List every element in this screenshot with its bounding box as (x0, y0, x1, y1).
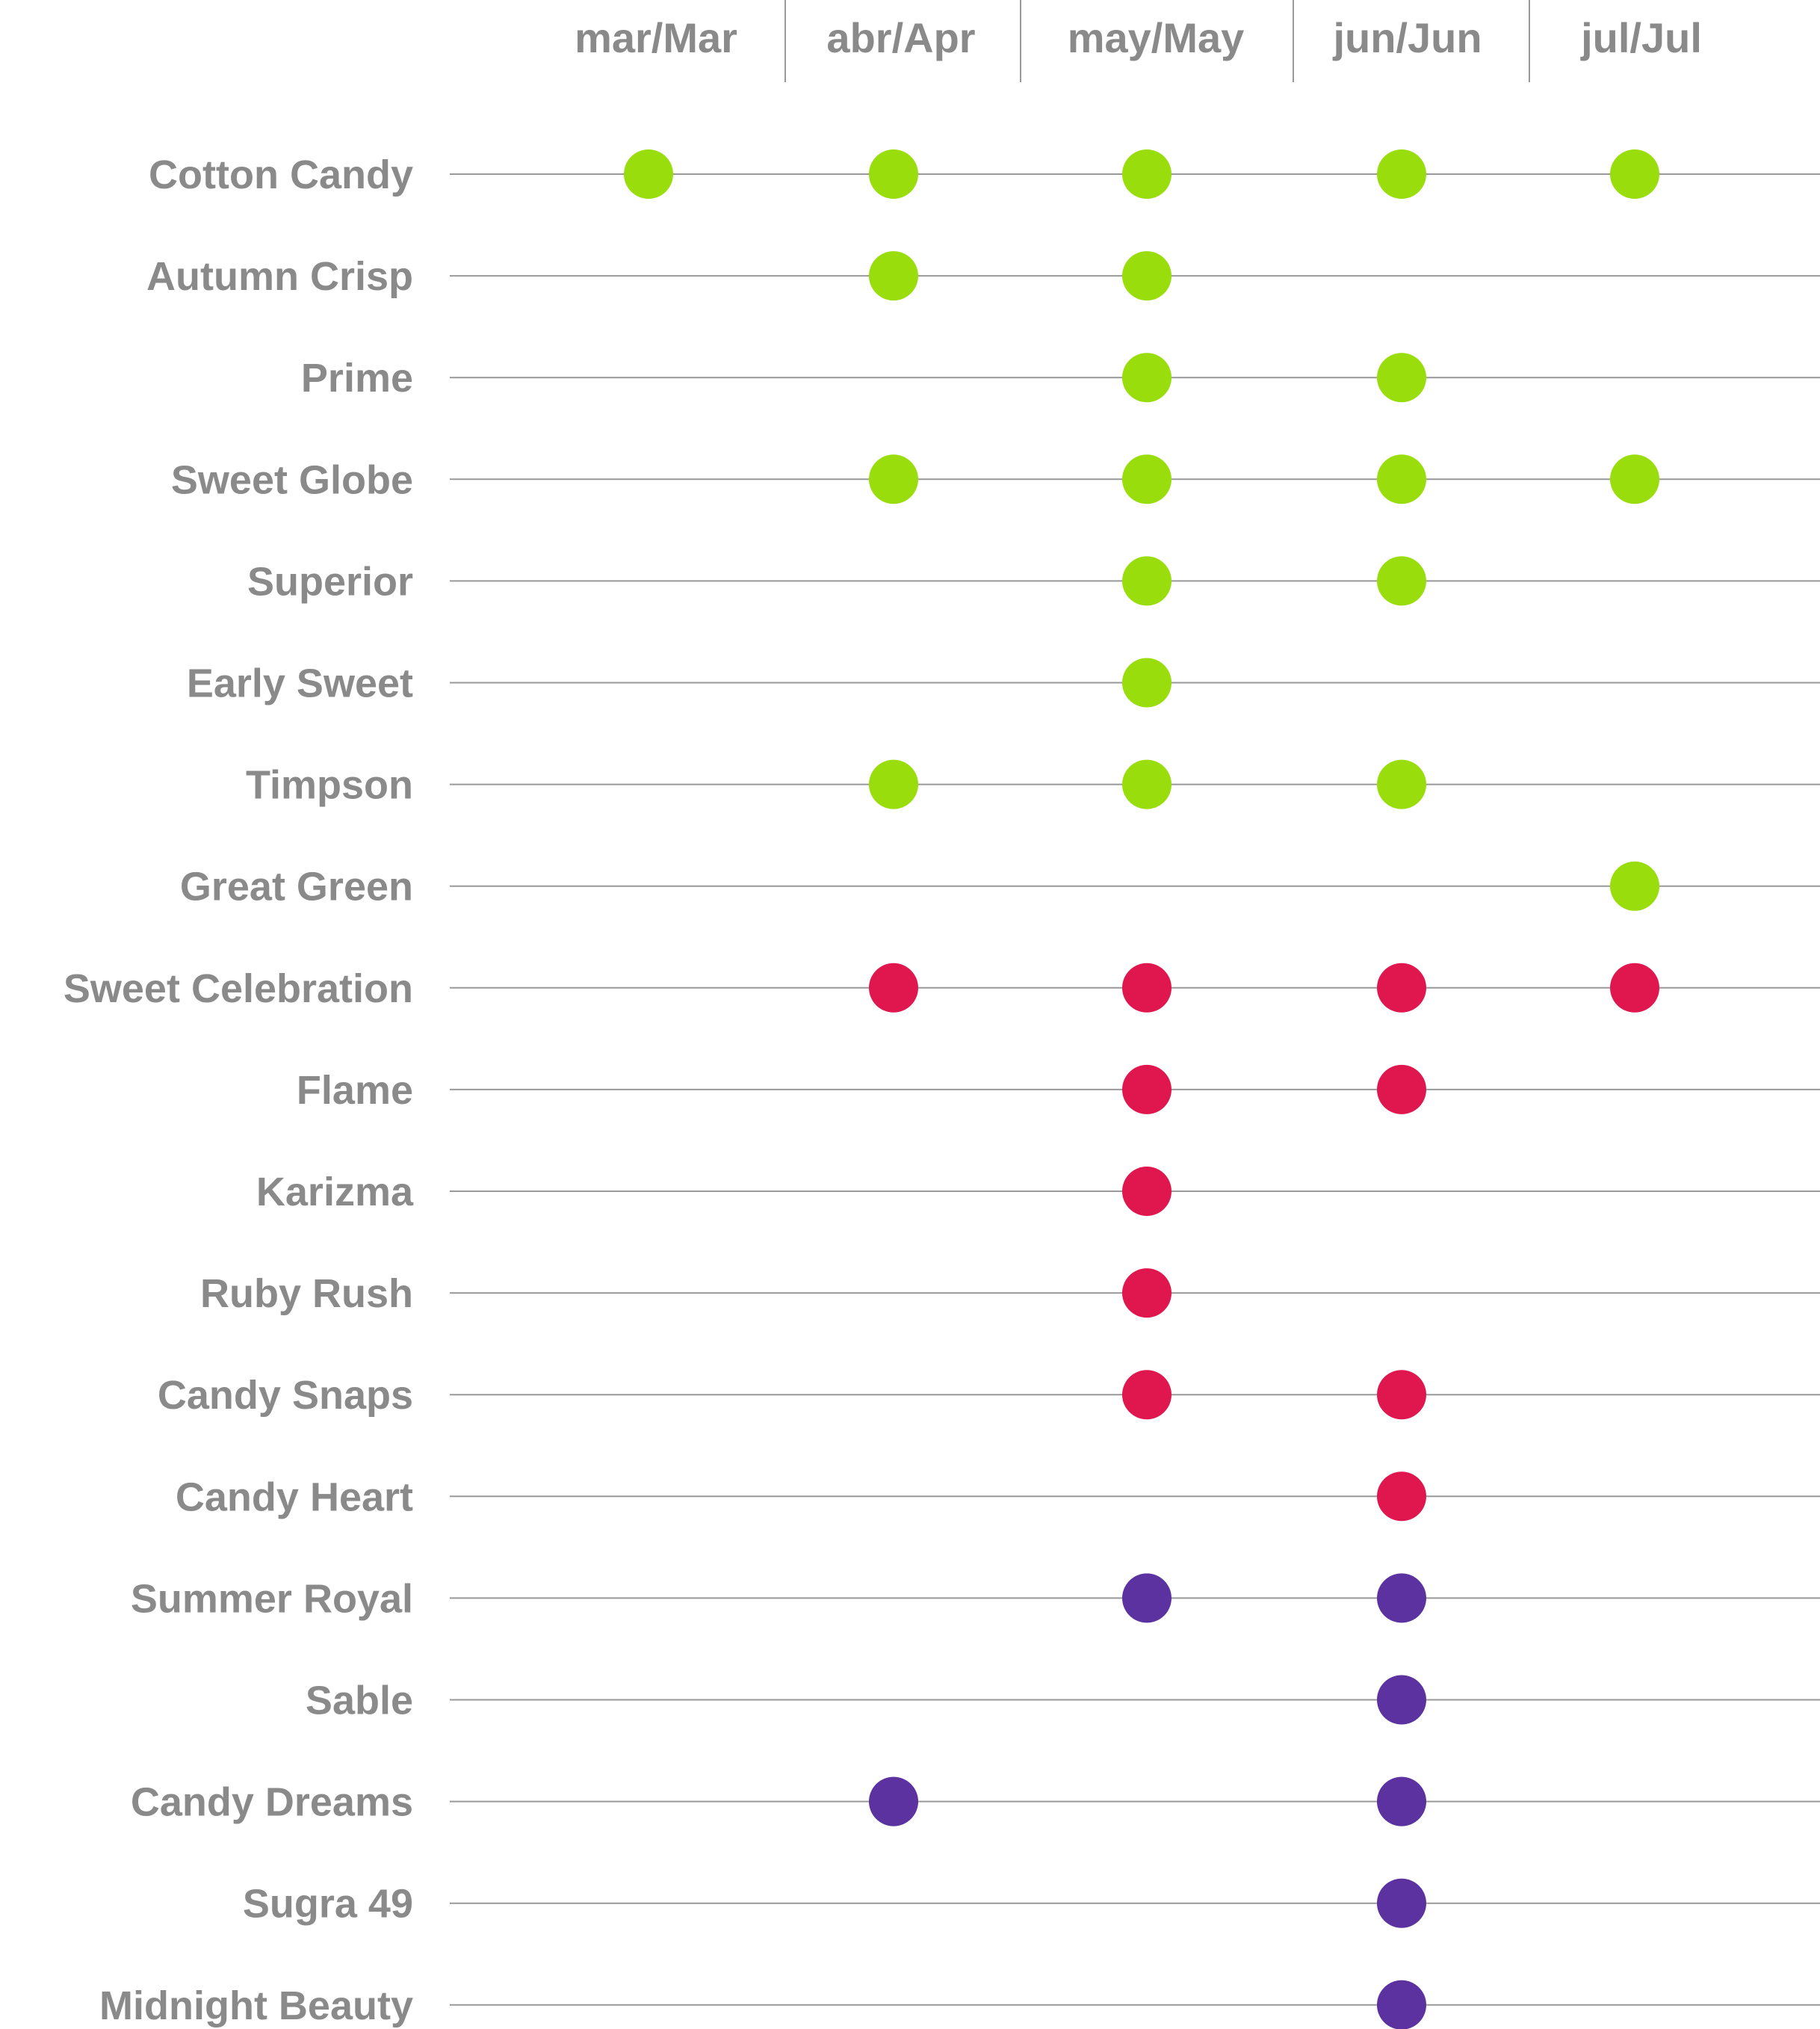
availability-dot (1122, 1370, 1171, 1420)
availability-dot (1377, 1878, 1426, 1928)
availability-dot (1122, 556, 1171, 606)
variety-label: Sable (306, 1679, 413, 1723)
availability-dot (624, 149, 673, 199)
availability-dot (1122, 454, 1171, 504)
availability-dot (1122, 963, 1171, 1013)
availability-dot (1610, 454, 1659, 504)
availability-dot (1122, 1064, 1171, 1114)
variety-label: Great Green (180, 865, 413, 910)
availability-dot (869, 251, 918, 301)
month-header-label: jul/Jul (1580, 14, 1702, 61)
variety-label: Candy Snaps (158, 1373, 413, 1418)
availability-dot (1377, 759, 1426, 809)
variety-label: Sweet Globe (171, 457, 413, 502)
availability-dot (1377, 1064, 1426, 1114)
availability-dot (1377, 1675, 1426, 1725)
availability-dot (1122, 353, 1171, 403)
availability-dot (1610, 149, 1659, 199)
availability-dot (869, 963, 918, 1013)
availability-dot (1610, 963, 1659, 1013)
month-header-label: may/May (1068, 14, 1245, 61)
availability-dot (869, 149, 918, 199)
month-header-label: jun/Jun (1332, 14, 1482, 61)
availability-dot (1122, 149, 1171, 199)
variety-label: Ruby Rush (200, 1271, 413, 1316)
variety-label: Superior (247, 559, 413, 604)
availability-dot (1377, 149, 1426, 199)
availability-dot (869, 1776, 918, 1826)
availability-dot (1122, 1573, 1171, 1623)
availability-dot (1377, 1370, 1426, 1420)
variety-label: Summer Royal (131, 1576, 413, 1621)
variety-label: Karizma (256, 1170, 414, 1214)
availability-dot (1122, 1167, 1171, 1216)
availability-dot (1377, 1471, 1426, 1522)
availability-dot (1377, 1980, 1426, 2029)
variety-label: Candy Dreams (131, 1780, 413, 1825)
availability-dot (1377, 353, 1426, 403)
variety-label: Candy Heart (176, 1474, 413, 1519)
availability-dot (1122, 251, 1171, 301)
variety-label: Midnight Beauty (99, 1983, 413, 2028)
availability-dot (1377, 1776, 1426, 1826)
availability-dot (869, 454, 918, 504)
availability-dot (1377, 556, 1426, 606)
availability-dot (1610, 861, 1659, 911)
availability-dot (869, 759, 918, 809)
variety-label: Timpson (246, 763, 413, 808)
availability-dot (1377, 1573, 1426, 1623)
variety-label: Cotton Candy (149, 152, 413, 197)
availability-dot (1377, 454, 1426, 504)
variety-label: Autumn Crisp (146, 254, 413, 299)
availability-dot (1377, 963, 1426, 1013)
availability-dot (1122, 1268, 1171, 1318)
availability-dot (1122, 759, 1171, 809)
month-header-label: mar/Mar (575, 14, 737, 61)
variety-label: Early Sweet (187, 661, 413, 706)
variety-label: Sugra 49 (243, 1882, 413, 1927)
variety-label: Flame (297, 1068, 413, 1113)
variety-label: Sweet Celebration (64, 966, 413, 1011)
variety-label: Prime (301, 356, 413, 401)
month-header-label: abr/Apr (826, 14, 975, 61)
availability-dot (1122, 658, 1171, 708)
